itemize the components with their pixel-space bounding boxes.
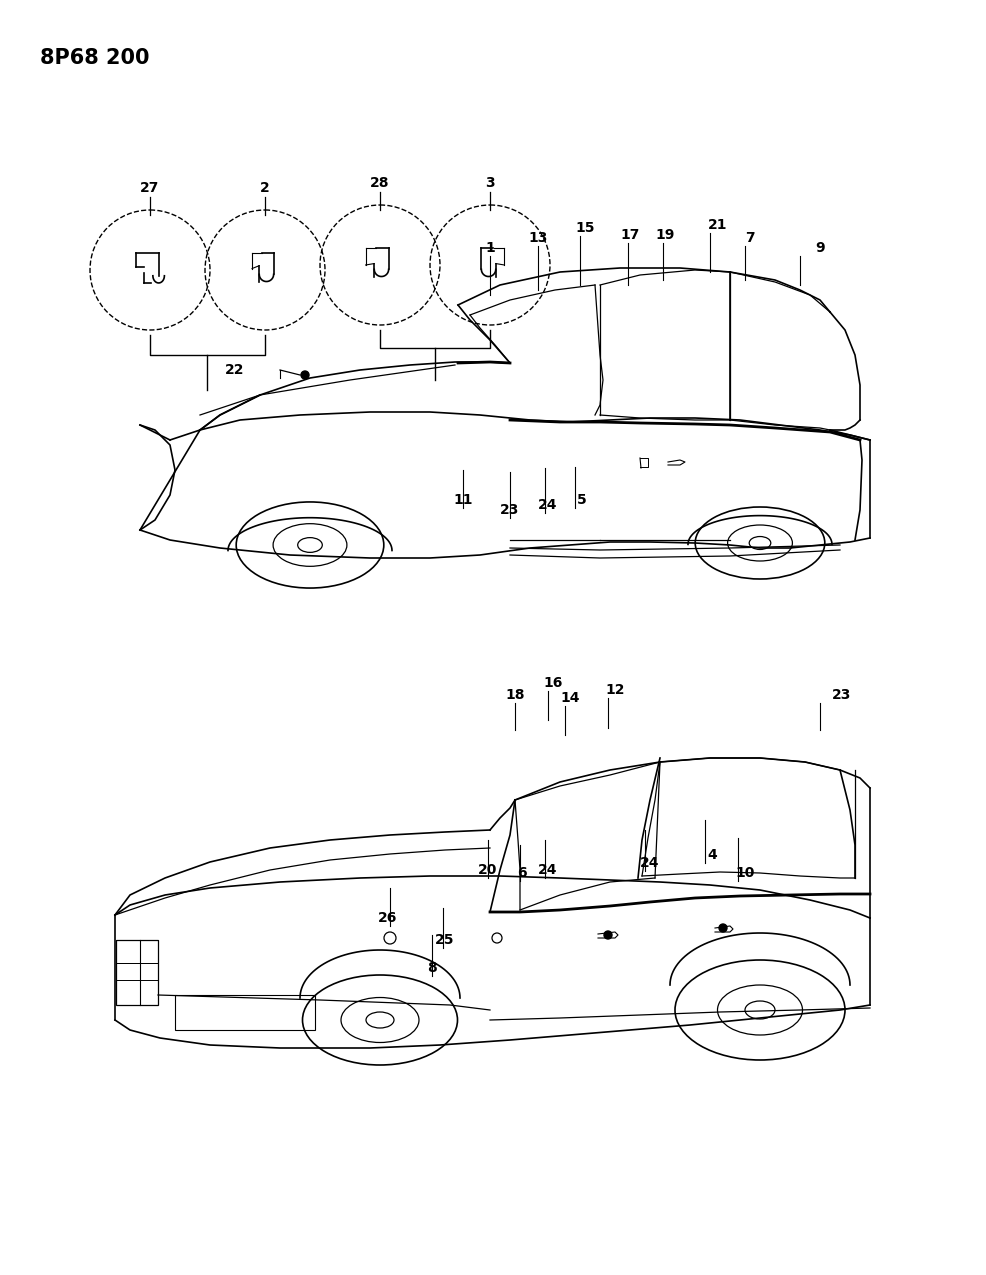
Text: 26: 26 bbox=[378, 912, 397, 924]
Bar bbox=[116, 940, 158, 1005]
Text: 10: 10 bbox=[735, 866, 754, 880]
Text: 8: 8 bbox=[427, 961, 437, 975]
Text: 3: 3 bbox=[485, 176, 494, 190]
Text: 12: 12 bbox=[604, 683, 624, 697]
Text: 24: 24 bbox=[537, 499, 557, 513]
Text: 5: 5 bbox=[577, 493, 587, 507]
Text: 4: 4 bbox=[706, 848, 716, 862]
Text: 23: 23 bbox=[831, 688, 851, 703]
Text: 27: 27 bbox=[140, 181, 160, 195]
Circle shape bbox=[301, 371, 309, 379]
Circle shape bbox=[718, 924, 727, 932]
Text: 6: 6 bbox=[517, 866, 527, 880]
Text: 8P68 200: 8P68 200 bbox=[40, 48, 149, 68]
Text: 21: 21 bbox=[708, 218, 727, 232]
Text: 1: 1 bbox=[485, 241, 494, 255]
Bar bbox=[175, 994, 315, 1030]
Text: 7: 7 bbox=[744, 231, 754, 245]
Circle shape bbox=[603, 931, 611, 938]
Text: 16: 16 bbox=[542, 676, 562, 690]
Text: 28: 28 bbox=[370, 176, 389, 190]
Text: 9: 9 bbox=[814, 241, 824, 255]
Text: 2: 2 bbox=[260, 181, 269, 195]
Text: 15: 15 bbox=[575, 221, 595, 235]
Text: 14: 14 bbox=[560, 691, 579, 705]
Text: 17: 17 bbox=[619, 228, 639, 242]
Text: 18: 18 bbox=[505, 688, 525, 703]
Text: 11: 11 bbox=[453, 493, 472, 507]
Text: 24: 24 bbox=[537, 863, 557, 877]
Text: 22: 22 bbox=[225, 363, 245, 377]
Text: 24: 24 bbox=[640, 856, 659, 870]
Text: 23: 23 bbox=[500, 504, 520, 516]
Text: 20: 20 bbox=[478, 863, 497, 877]
Text: 13: 13 bbox=[528, 231, 547, 245]
Text: 25: 25 bbox=[435, 933, 455, 947]
Text: 19: 19 bbox=[655, 228, 674, 242]
